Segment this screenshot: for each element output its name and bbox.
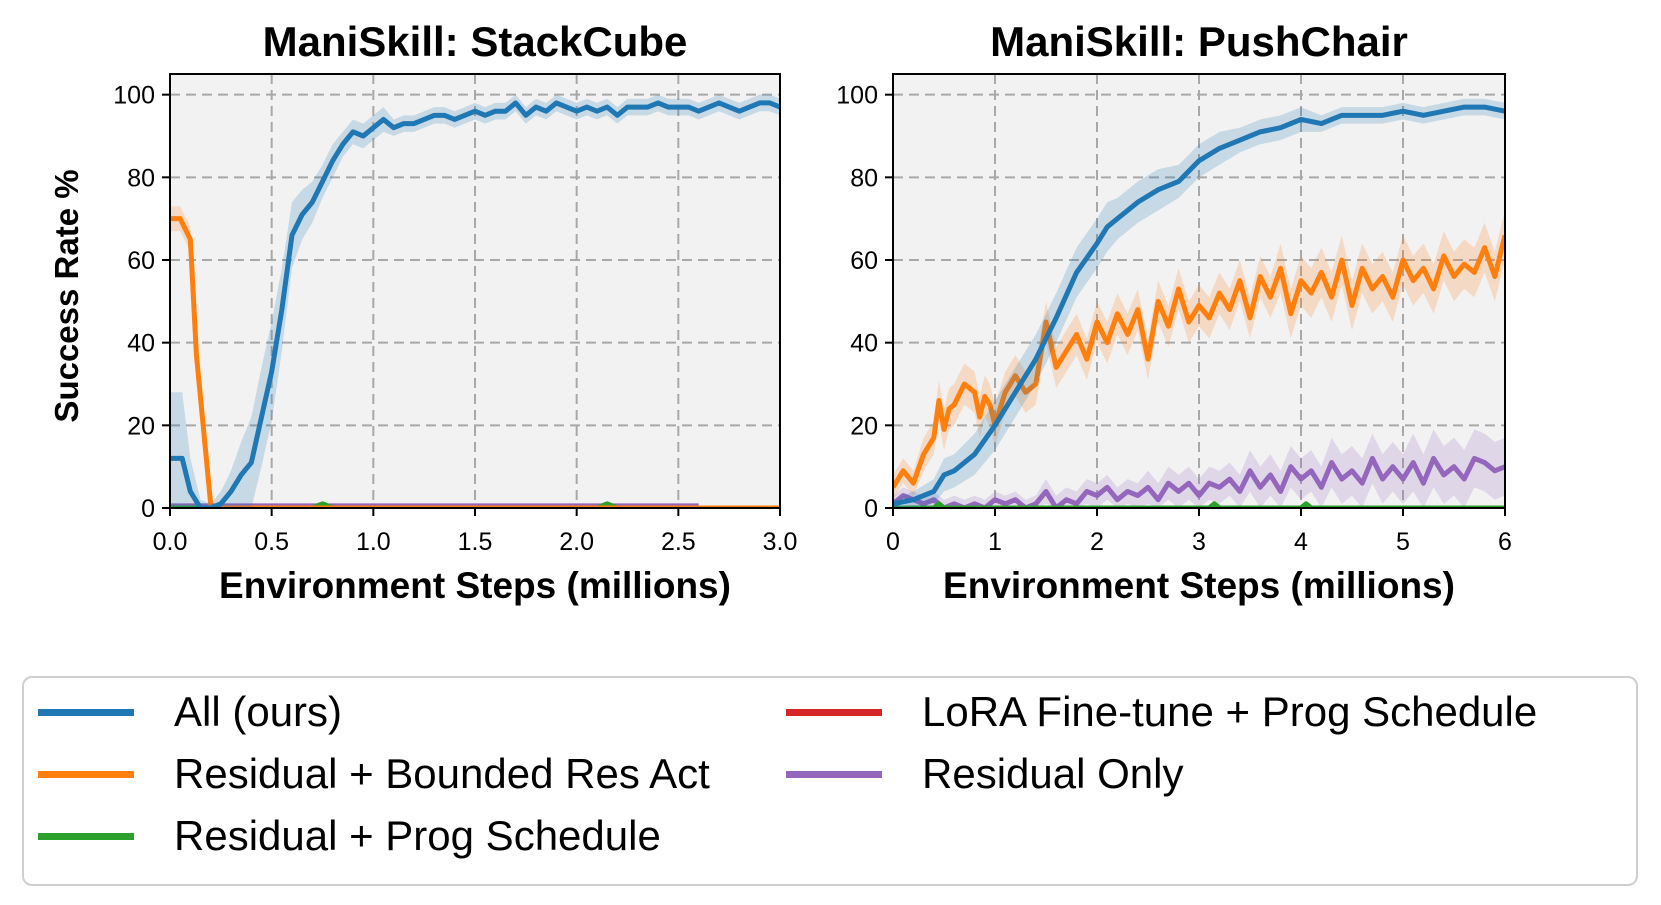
- series-band-all-ours: [893, 98, 1505, 508]
- x-tick-label-2: 1.0: [356, 528, 391, 556]
- x-tick-label-0: 0.0: [153, 528, 188, 556]
- legend-label-bounded: Residual + Bounded Res Act: [174, 750, 710, 797]
- legend-label-resonly: Residual Only: [922, 750, 1184, 797]
- legend-swatch-bounded: [38, 770, 134, 778]
- y-tick-label-3: 60: [127, 247, 155, 275]
- chart-panel-1: 0.0 0.5 1.0 1.5 2.0 2.5 3.0 0 20 40 60 80 100 ManiSki…: [48, 18, 797, 606]
- y-tick-label-2: 40: [127, 330, 155, 358]
- legend-swatch-resonly: [786, 770, 882, 778]
- legend-swatch-all: [38, 708, 134, 716]
- series-band-residual-bounded-res-act: [893, 210, 1505, 500]
- y-tick-label-1: 20: [127, 412, 155, 440]
- y-tick-label-1: 20: [850, 412, 878, 440]
- series-line-all-ours: [170, 100, 780, 508]
- legend-swatch-prog: [38, 832, 134, 840]
- legend-item-lora: LoRA Fine-tune + Prog Schedule: [786, 682, 1537, 742]
- x-tick-label-5: 5: [1396, 528, 1410, 556]
- series-group: [893, 98, 1505, 508]
- x-tick-label-4: 2.0: [559, 528, 594, 556]
- x-tick-label-0: 0: [886, 528, 900, 556]
- x-tick-label-1: 0.5: [254, 528, 289, 556]
- series-line-residual-bounded-res-act: [170, 216, 780, 508]
- series-line-all-ours: [893, 104, 1505, 507]
- x-tick-label-2: 2: [1090, 528, 1104, 556]
- y-tick-label-5: 100: [836, 82, 878, 110]
- chart-title: ManiSkill: StackCube: [263, 18, 688, 65]
- x-axis-label: Environment Steps (millions): [219, 565, 731, 606]
- series-line-residual-prog-schedule: [893, 501, 1505, 508]
- series-band-residual-only: [893, 429, 1505, 508]
- x-tick-label-6: 6: [1498, 528, 1512, 556]
- series-line-residual-bounded-res-act: [893, 234, 1505, 489]
- legend-label-prog: Residual + Prog Schedule: [174, 812, 661, 859]
- legend: All (ours) Residual + Bounded Res Act Re…: [22, 676, 1638, 886]
- y-tick-label-0: 0: [141, 495, 155, 523]
- legend-item-all: All (ours): [38, 682, 342, 742]
- legend-item-bounded: Residual + Bounded Res Act: [38, 744, 710, 804]
- y-tick-label-0: 0: [864, 495, 878, 523]
- x-tick-label-3: 1.5: [458, 528, 493, 556]
- x-tick-label-6: 3.0: [763, 528, 798, 556]
- legend-label-lora: LoRA Fine-tune + Prog Schedule: [922, 688, 1538, 735]
- x-tick-label-5: 2.5: [661, 528, 696, 556]
- x-tick-label-4: 4: [1294, 528, 1308, 556]
- legend-swatch-lora: [786, 708, 882, 716]
- x-axis-label: Environment Steps (millions): [943, 565, 1455, 606]
- x-tick-label-1: 1: [988, 528, 1002, 556]
- y-tick-label-4: 80: [850, 164, 878, 192]
- y-tick-label-2: 40: [850, 330, 878, 358]
- series-line-residual-only: [893, 455, 1505, 508]
- series-band-all-ours: [170, 94, 780, 508]
- x-tick-label-3: 3: [1192, 528, 1206, 556]
- legend-item-prog: Residual + Prog Schedule: [38, 806, 661, 866]
- legend-label-all: All (ours): [174, 688, 343, 735]
- y-axis-label: Success Rate %: [48, 169, 85, 422]
- chart-title: ManiSkill: PushChair: [990, 18, 1408, 65]
- y-tick-label-5: 100: [113, 82, 155, 110]
- legend-item-resonly: Residual Only: [786, 744, 1183, 804]
- y-tick-label-4: 80: [127, 164, 155, 192]
- y-tick-label-3: 60: [850, 247, 878, 275]
